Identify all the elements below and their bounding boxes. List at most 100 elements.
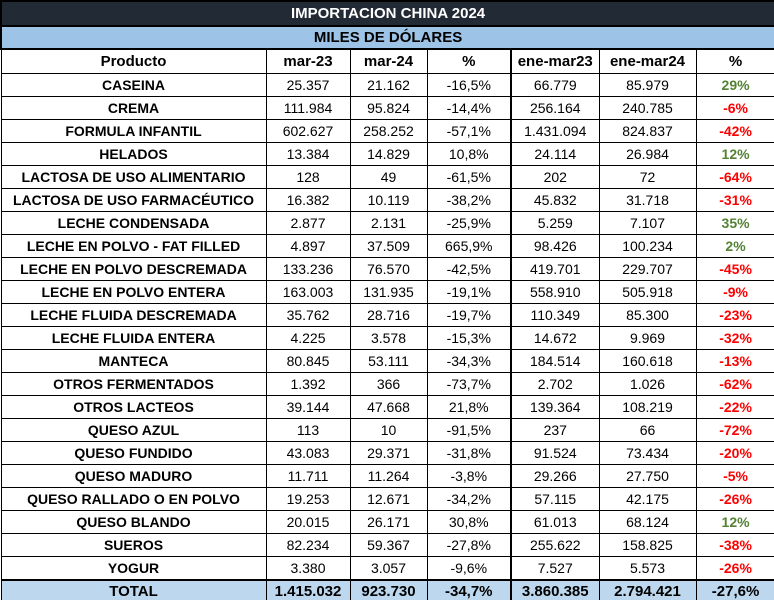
pct-change-ytd: -32% (695, 326, 774, 350)
ene-mar23-value: 91.524 (510, 441, 600, 465)
table-title: IMPORTACION CHINA 2024 (0, 0, 774, 27)
pct-change-month: -3,8% (426, 464, 512, 488)
product-name: LACTOSA DE USO ALIMENTARIO (0, 165, 267, 189)
pct-change-month: -15,3% (426, 326, 512, 350)
mar-23-value: 111.984 (265, 96, 351, 120)
ene-mar24-value: 160.618 (598, 349, 697, 373)
mar-23-value: 35.762 (265, 303, 351, 327)
ene-mar23-value: 237 (510, 418, 600, 442)
pct-change-ytd: -45% (695, 257, 774, 281)
mar-24-value: 47.668 (349, 395, 428, 419)
mar-24-value: 95.824 (349, 96, 428, 120)
ene-mar23-value: 255.622 (510, 533, 600, 557)
pct-change-month: -57,1% (426, 119, 512, 143)
pct-change-month: -73,7% (426, 372, 512, 396)
mar-23-value: 4.225 (265, 326, 351, 350)
ene-mar23-value: 66.779 (510, 73, 600, 97)
table-row: CREMA 111.984 95.824 -14,4% 256.164 240.785 -6… (0, 96, 774, 120)
pct-change-month: -19,1% (426, 280, 512, 304)
pct-change-ytd: -5% (695, 464, 774, 488)
ene-mar23-value: 256.164 (510, 96, 600, 120)
pct-change-ytd: -6% (695, 96, 774, 120)
pct-change-ytd: -9% (695, 280, 774, 304)
table-row: OTROS FERMENTADOS 1.392 366 -73,7% 2.702 1.02… (0, 372, 774, 396)
table-row: LECHE EN POLVO ENTERA 163.003 131.935 -19,1… (0, 280, 774, 304)
pct-change-month: -34,7% (426, 579, 512, 600)
table-row: LACTOSA DE USO FARMACÉUTICO 16.382 10.119-… (0, 188, 774, 212)
mar-23-value: 39.144 (265, 395, 351, 419)
header-row: Producto mar-23 mar-24% ene-mar23 ene-mar24% (0, 48, 774, 74)
ene-mar24-value: 505.918 (598, 280, 697, 304)
pct-change-month: 30,8% (426, 510, 512, 534)
ene-mar24-value: 2.794.421 (598, 579, 697, 600)
table-row: CASEINA 25.357 21.162 -16,5% 66.779 85.979 29% (0, 73, 774, 97)
table-row: QUESO BLANDO 20.015 26.171 30,8% 61.013 68.12… (0, 510, 774, 534)
ene-mar23-value: 61.013 (510, 510, 600, 534)
pct-change-month: -42,5% (426, 257, 512, 281)
ene-mar23-value: 558.910 (510, 280, 600, 304)
pct-change-ytd: -64% (695, 165, 774, 189)
mar-23-value: 3.380 (265, 556, 351, 581)
product-name: CREMA (0, 96, 267, 120)
pct-change-month: -31,8% (426, 441, 512, 465)
ene-mar23-value: 3.860.385 (510, 579, 600, 600)
mar-23-value: 4.897 (265, 234, 351, 258)
product-name: YOGUR (0, 556, 267, 581)
product-name: OTROS LACTEOS (0, 395, 267, 419)
ene-mar24-value: 229.707 (598, 257, 697, 281)
mar-24-value: 12.671 (349, 487, 428, 511)
mar-24-value: 37.509 (349, 234, 428, 258)
pct-change-ytd: -62% (695, 372, 774, 396)
table-row: OTROS LACTEOS 39.144 47.668 21,8% 139.364 108… (0, 395, 774, 419)
table-row: LECHE CONDENSADA 2.877 2.131 -25,9% 5.259 7.1… (0, 211, 774, 235)
table-row: QUESO AZUL 113 10 -91,5% 237 66 -72% (0, 418, 774, 442)
mar-24-value: 14.829 (349, 142, 428, 166)
ene-mar24-value: 240.785 (598, 96, 697, 120)
mar-24-value: 49 (349, 165, 428, 189)
product-name: QUESO RALLADO O EN POLVO (0, 487, 267, 511)
ene-mar23-value: 57.115 (510, 487, 600, 511)
mar-23-value: 11.711 (265, 464, 351, 488)
ene-mar24-value: 73.434 (598, 441, 697, 465)
product-name: QUESO AZUL (0, 418, 267, 442)
ene-mar24-value: 27.750 (598, 464, 697, 488)
ene-mar23-value: 5.259 (510, 211, 600, 235)
mar-24-value: 3.578 (349, 326, 428, 350)
table-row: YOGUR 3.380 3.057 -9,6% 7.527 5.573 -26% (0, 556, 774, 581)
mar-23-value: 2.877 (265, 211, 351, 235)
pct-change-month: -9,6% (426, 556, 512, 581)
ene-mar24-value: 66 (598, 418, 697, 442)
table-row: SUEROS 82.234 59.367 -27,8% 255.622 158.825 -3… (0, 533, 774, 557)
ene-mar24-value: 158.825 (598, 533, 697, 557)
product-name: LECHE EN POLVO ENTERA (0, 280, 267, 304)
ene-mar23-value: 45.832 (510, 188, 600, 212)
mar-24-value: 131.935 (349, 280, 428, 304)
ene-mar24-value: 85.300 (598, 303, 697, 327)
mar-23-value: 82.234 (265, 533, 351, 557)
table-row: LECHE FLUIDA ENTERA 4.225 3.578 -15,3% 14.67… (0, 326, 774, 350)
ene-mar23-value: 139.364 (510, 395, 600, 419)
product-name: TOTAL (0, 579, 267, 600)
table-row: LECHE EN POLVO DESCREMADA 133.236 76.570 -4… (0, 257, 774, 281)
product-name: SUEROS (0, 533, 267, 557)
pct-change-ytd: 12% (695, 510, 774, 534)
mar-24-value: 29.371 (349, 441, 428, 465)
mar-24-value: 76.570 (349, 257, 428, 281)
pct-change-month: -34,3% (426, 349, 512, 373)
mar-23-value: 16.382 (265, 188, 351, 212)
pct-change-month: -61,5% (426, 165, 512, 189)
mar-23-value: 1.415.032 (265, 579, 351, 600)
pct-change-month: 665,9% (426, 234, 512, 258)
mar-23-value: 1.392 (265, 372, 351, 396)
table-subtitle: MILES DE DÓLARES (0, 25, 774, 50)
product-name: LECHE EN POLVO DESCREMADA (0, 257, 267, 281)
ene-mar23-value: 202 (510, 165, 600, 189)
ene-mar24-value: 9.969 (598, 326, 697, 350)
mar-24-value: 923.730 (349, 579, 428, 600)
mar-23-value: 133.236 (265, 257, 351, 281)
pct-change-month: -16,5% (426, 73, 512, 97)
pct-change-ytd: -72% (695, 418, 774, 442)
mar-24-value: 2.131 (349, 211, 428, 235)
ene-mar23-value: 98.426 (510, 234, 600, 258)
pct-change-ytd: 35% (695, 211, 774, 235)
